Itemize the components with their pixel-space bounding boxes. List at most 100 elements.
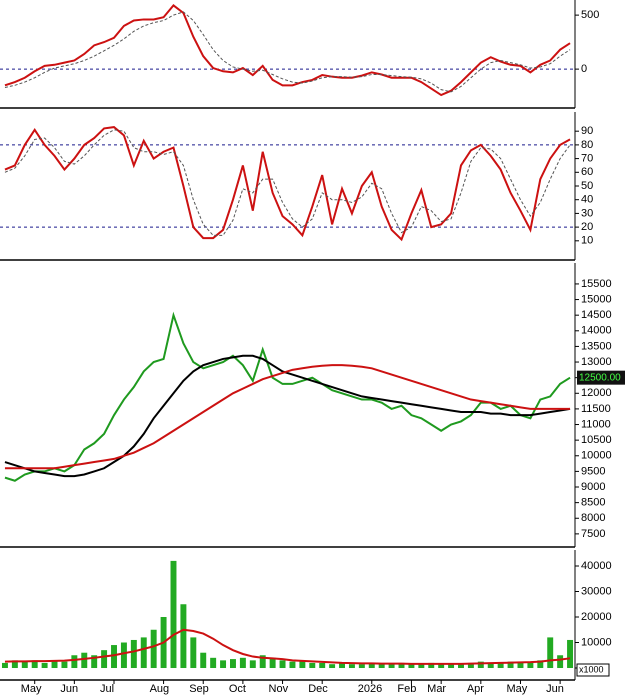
y-tick-label: 11500 [581, 403, 611, 415]
x-tick-label: Sep [189, 683, 209, 695]
y-tick-label: 8000 [581, 512, 605, 524]
unit-label: x1000 [579, 664, 604, 674]
y-tick-label: 8500 [581, 497, 605, 509]
x-tick-label: Dec [308, 683, 328, 695]
y-tick-label: 15500 [581, 278, 612, 290]
x-tick-label: 2026 [358, 683, 382, 695]
x-tick-label: Feb [397, 683, 416, 695]
series-line [4, 11, 571, 93]
bar [319, 662, 326, 669]
bar [299, 660, 306, 669]
bar [438, 664, 445, 669]
bar [269, 657, 276, 669]
bar [497, 662, 504, 669]
bar [537, 660, 544, 669]
bar [41, 662, 48, 669]
series-line [4, 129, 571, 236]
y-tick-label: 50 [581, 180, 593, 192]
y-tick-label: 40000 [581, 560, 612, 572]
bar [477, 661, 484, 669]
x-tick-label: Mar [427, 683, 446, 695]
x-tick-label: Aug [150, 683, 170, 695]
bar [170, 560, 177, 669]
bar [368, 662, 375, 669]
series-line [4, 311, 571, 482]
unit-box [576, 663, 610, 677]
y-tick-label: 10000 [581, 450, 612, 462]
series-line [4, 364, 571, 470]
bar [200, 652, 207, 669]
bar [11, 660, 18, 669]
bar [378, 664, 385, 669]
y-tick-label: 11000 [581, 418, 611, 430]
x-tick-label: Jun [546, 683, 564, 695]
bar [239, 657, 246, 669]
x-tick-label: Jul [100, 683, 114, 695]
x-tick-label: Nov [269, 683, 289, 695]
bar [567, 639, 574, 669]
bar [448, 664, 455, 669]
x-tick-label: May [21, 683, 42, 695]
bar [91, 655, 98, 669]
y-tick-label: 9000 [581, 481, 605, 493]
x-tick-label: Jun [60, 683, 78, 695]
last-price-box [577, 370, 625, 385]
y-tick-label: 30 [581, 207, 593, 219]
y-tick-label: 80 [581, 139, 593, 151]
y-tick-label: 500 [581, 9, 599, 21]
y-tick-label: 70 [581, 152, 593, 164]
y-tick-label: 90 [581, 125, 593, 137]
bar [111, 645, 117, 669]
y-tick-label: 20000 [581, 611, 612, 623]
y-tick-label: 10500 [581, 434, 612, 446]
bar [130, 639, 137, 669]
bar [408, 664, 415, 669]
bar [339, 662, 345, 669]
bar [180, 604, 187, 669]
bar [190, 637, 197, 669]
y-tick-label: 40 [581, 194, 593, 206]
bar [467, 662, 474, 669]
bar [458, 664, 464, 669]
y-tick-label: 14500 [581, 309, 612, 321]
y-tick-label: 14000 [581, 325, 612, 337]
bar [51, 660, 58, 669]
y-tick-label: 9500 [581, 465, 605, 477]
x-tick-label: May [506, 683, 527, 695]
bar [259, 655, 266, 669]
bar [230, 659, 236, 669]
y-tick-label: 10000 [581, 636, 612, 648]
bar [279, 660, 286, 669]
bar [21, 661, 28, 669]
bar [507, 661, 514, 669]
bar [547, 637, 554, 669]
bar [101, 650, 108, 669]
bar [31, 660, 38, 669]
bar [428, 662, 435, 669]
bar [388, 664, 395, 669]
bar [220, 660, 227, 669]
y-tick-label: 20 [581, 221, 593, 233]
bar [517, 662, 524, 669]
x-tick-label: Oct [229, 683, 246, 695]
bar [249, 660, 256, 669]
bar [358, 664, 365, 669]
last-price-label: 12500.00 [579, 372, 621, 383]
y-tick-label: 0 [581, 63, 587, 75]
y-tick-label: 10 [581, 235, 593, 247]
bar [329, 664, 336, 669]
x-tick-label: Apr [467, 683, 484, 695]
bar [527, 661, 534, 669]
bar [487, 662, 494, 669]
series-line [4, 354, 571, 478]
bar [289, 661, 296, 669]
series-line [4, 126, 571, 242]
bar [71, 655, 78, 669]
bar [150, 629, 157, 669]
y-tick-label: 15000 [581, 293, 612, 305]
bar [418, 664, 425, 669]
y-tick-label: 13000 [581, 356, 612, 368]
y-tick-label: 30000 [581, 585, 612, 597]
y-tick-label: 12000 [581, 387, 612, 399]
